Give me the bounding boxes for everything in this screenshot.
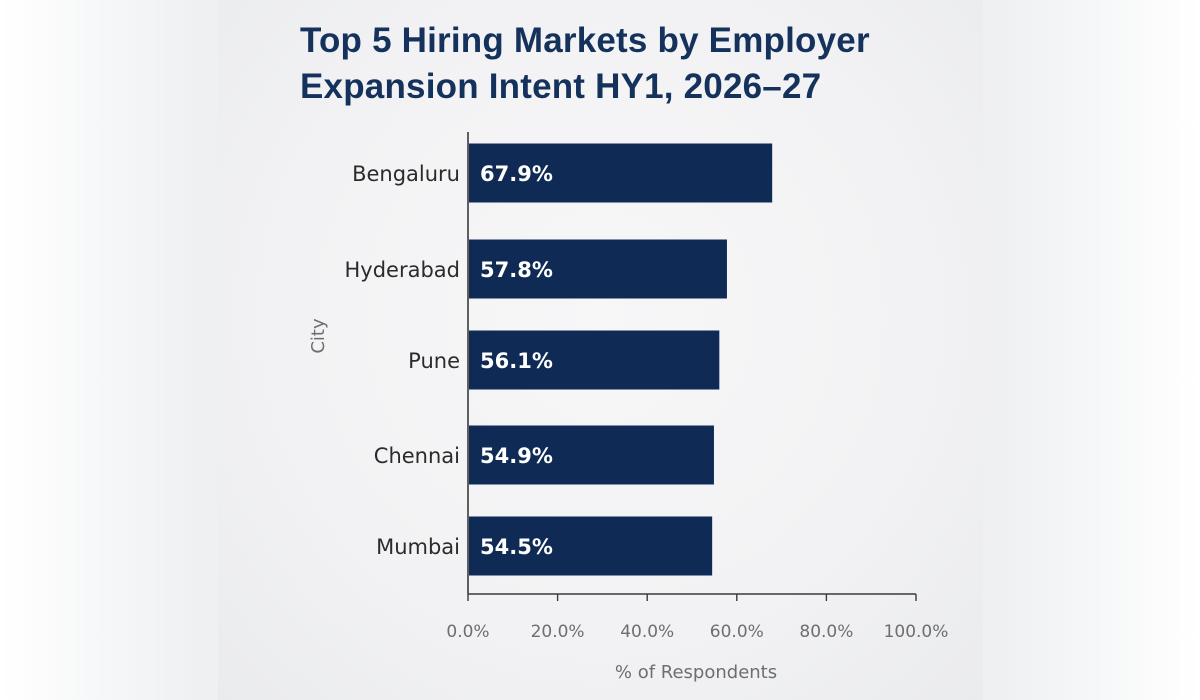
- category-label: Chennai: [374, 444, 460, 468]
- bar-value-label: 67.9%: [480, 162, 553, 186]
- bar-chennai: [469, 425, 714, 485]
- x-tick-label: 60.0%: [710, 622, 764, 642]
- bar-value-label: 57.8%: [480, 258, 553, 282]
- bar-value-label: 54.9%: [480, 444, 553, 468]
- x-tick-label: 0.0%: [446, 622, 489, 642]
- bar-value-label: 54.5%: [480, 535, 553, 559]
- x-axis-title: % of Respondents: [615, 662, 777, 683]
- bar-hyderabad: [469, 239, 727, 299]
- chart-title: Top 5 Hiring Markets by Employer Expansi…: [300, 21, 870, 106]
- bar-mumbai: [469, 516, 713, 576]
- bar-value-label: 56.1%: [480, 349, 553, 373]
- x-tick-label: 20.0%: [531, 622, 585, 642]
- y-axis-title: City: [308, 318, 329, 354]
- bar-bengaluru: [469, 143, 773, 203]
- category-label: Mumbai: [376, 535, 460, 559]
- bar-pune: [469, 330, 720, 390]
- category-label: Bengaluru: [352, 162, 460, 186]
- x-tick-label: 100.0%: [884, 622, 949, 642]
- x-tick-label: 40.0%: [620, 622, 674, 642]
- category-label: Hyderabad: [345, 258, 461, 282]
- x-tick-label: 80.0%: [799, 622, 853, 642]
- category-label: Pune: [408, 349, 460, 373]
